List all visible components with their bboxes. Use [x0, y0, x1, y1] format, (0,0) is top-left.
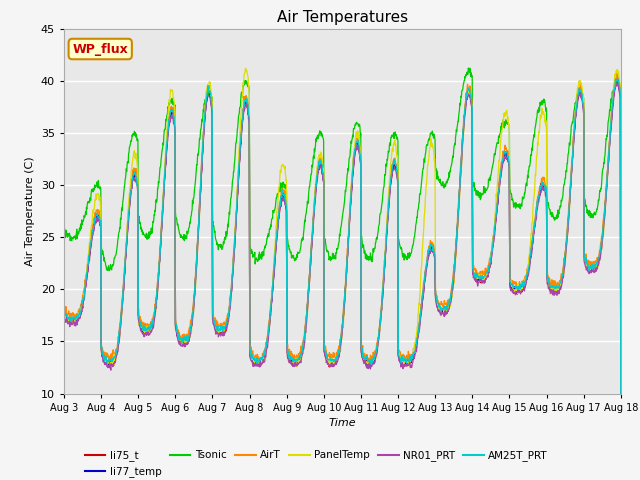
AirT	[613, 71, 621, 76]
AirT	[429, 244, 436, 250]
PanelTemp	[502, 109, 509, 115]
li75_t	[429, 244, 436, 250]
PanelTemp	[184, 334, 191, 340]
AirT	[60, 306, 68, 312]
AM25T_PRT	[60, 308, 68, 314]
AM25T_PRT	[170, 119, 178, 124]
li77_temp	[429, 247, 436, 252]
PanelTemp	[242, 65, 250, 71]
NR01_PRT	[246, 353, 254, 359]
AM25T_PRT	[551, 285, 559, 291]
Tsonic	[170, 103, 178, 109]
NR01_PRT	[429, 250, 436, 255]
NR01_PRT	[502, 149, 509, 155]
li77_temp	[184, 335, 191, 340]
AirT	[170, 118, 178, 123]
PanelTemp	[246, 352, 254, 358]
Line: NR01_PRT: NR01_PRT	[64, 83, 621, 480]
li77_temp	[551, 288, 559, 293]
li75_t	[246, 348, 254, 354]
AirT	[551, 285, 559, 290]
AirT	[246, 344, 254, 350]
li75_t	[502, 151, 509, 157]
Tsonic	[502, 117, 509, 123]
PanelTemp	[429, 145, 437, 151]
li75_t	[614, 73, 621, 79]
Y-axis label: Air Temperature (C): Air Temperature (C)	[26, 156, 35, 266]
li75_t	[170, 120, 178, 126]
Tsonic	[60, 221, 68, 227]
Tsonic	[429, 132, 436, 138]
Tsonic	[465, 65, 472, 71]
Tsonic	[551, 215, 559, 220]
Line: AirT: AirT	[64, 73, 621, 480]
li77_temp	[60, 314, 68, 320]
AM25T_PRT	[184, 338, 191, 344]
PanelTemp	[551, 288, 559, 293]
AirT	[502, 146, 509, 152]
li75_t	[60, 307, 68, 313]
li75_t	[551, 288, 559, 293]
Title: Air Temperatures: Air Temperatures	[277, 10, 408, 25]
li77_temp	[170, 120, 178, 125]
Text: WP_flux: WP_flux	[72, 43, 128, 56]
Legend: li75_t, li77_temp, Tsonic, AirT, PanelTemp, NR01_PRT, AM25T_PRT: li75_t, li77_temp, Tsonic, AirT, PanelTe…	[81, 446, 552, 480]
PanelTemp	[60, 312, 68, 318]
AM25T_PRT	[429, 248, 436, 253]
AM25T_PRT	[614, 76, 621, 82]
Tsonic	[184, 231, 191, 237]
NR01_PRT	[551, 291, 559, 297]
Tsonic	[246, 244, 254, 250]
li77_temp	[614, 75, 621, 81]
AirT	[184, 332, 191, 337]
li75_t	[184, 336, 191, 341]
PanelTemp	[170, 100, 178, 106]
Line: li75_t: li75_t	[64, 76, 621, 480]
AM25T_PRT	[246, 349, 254, 355]
AM25T_PRT	[502, 150, 509, 156]
X-axis label: Time: Time	[328, 418, 356, 428]
Line: PanelTemp: PanelTemp	[64, 68, 621, 480]
Line: Tsonic: Tsonic	[64, 68, 621, 480]
Line: li77_temp: li77_temp	[64, 78, 621, 480]
li77_temp	[502, 153, 509, 159]
NR01_PRT	[170, 122, 178, 128]
li77_temp	[246, 348, 254, 354]
Line: AM25T_PRT: AM25T_PRT	[64, 79, 621, 480]
NR01_PRT	[60, 312, 68, 318]
NR01_PRT	[184, 341, 191, 347]
NR01_PRT	[614, 80, 622, 86]
